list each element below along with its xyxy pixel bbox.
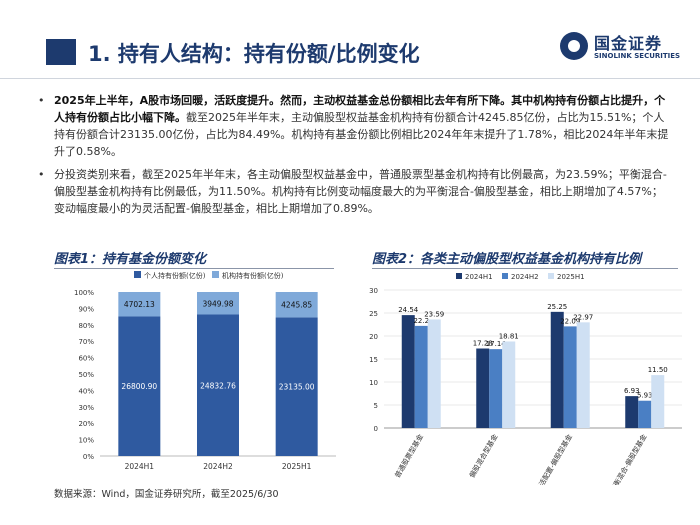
chart2-legend-label: 2024H1 — [465, 273, 493, 281]
chart2-y-tick: 25 — [369, 310, 378, 318]
chart2-data-label: 17.28 — [473, 340, 493, 348]
bullet-dot-icon: • — [38, 94, 45, 107]
chart2-y-tick: 0 — [374, 425, 378, 433]
chart1-y-tick: 90% — [78, 305, 94, 313]
title-bar: 1. 持有人结构：持有份额/比例变化 — [0, 30, 460, 70]
chart2-x-tick: 灵活配置-偏股型基金 — [533, 433, 574, 486]
chart1-y-tick: 20% — [78, 420, 94, 428]
chart2-title-rule — [372, 268, 678, 269]
chart1-legend-swatch — [212, 271, 219, 278]
chart2-y-tick: 5 — [374, 402, 378, 410]
chart2-bar — [489, 349, 503, 428]
chart2-data-label: 24.54 — [398, 306, 419, 314]
chart2-legend-label: 2025H1 — [557, 273, 585, 281]
chart2-bar — [476, 348, 490, 428]
chart2-data-label: 22.97 — [573, 313, 593, 321]
chart2-bar — [651, 375, 665, 428]
chart1-x-tick: 2025H1 — [282, 462, 312, 471]
chart2-y-tick: 10 — [369, 379, 378, 387]
chart1-y-tick: 40% — [78, 387, 94, 395]
chart2-y-tick: 30 — [369, 287, 378, 295]
chart1-data-label: 24832.76 — [200, 381, 236, 390]
chart2-x-tick: 偏股混合型基金 — [467, 433, 499, 480]
chart2-data-label: 17.14 — [486, 340, 507, 348]
bullet-dot-icon: • — [38, 168, 45, 181]
chart2-x-tick: 普通股票型基金 — [393, 433, 425, 480]
chart2-data-label: 23.59 — [424, 310, 444, 318]
bullet-item-2: • 分投资类别来看，截至2025年半年末，各主动偏股型权益基金中，普通股票型基金… — [36, 166, 672, 217]
chart1-y-tick: 30% — [78, 404, 94, 412]
chart2-grouped-bar: 2024H1 2024H2 2025H105101520253024.5422.22… — [369, 273, 682, 486]
chart1-legend-swatch — [134, 271, 141, 278]
chart2-data-label: 6.93 — [624, 387, 640, 395]
chart1-title: 图表1：持有基金份额变化 — [54, 252, 207, 267]
chart2-bar — [563, 326, 577, 428]
logo-chinese-name: 国金证券 — [594, 34, 663, 53]
chart1-bar-segment — [118, 316, 161, 456]
chart2-legend-swatch — [548, 273, 554, 279]
chart2-data-label: 5.93 — [637, 392, 653, 400]
chart2-bar — [401, 315, 415, 428]
chart1-data-label: 3949.98 — [202, 299, 233, 308]
chart1-bar-segment — [197, 314, 239, 456]
source-note: 数据来源：Wind，国金证券研究所，截至2025/6/30 — [54, 489, 279, 500]
chart2-bar — [576, 322, 590, 428]
chart1-y-tick: 60% — [78, 355, 94, 363]
chart1-data-label: 26800.90 — [121, 382, 157, 391]
chart1-y-tick: 80% — [78, 322, 94, 330]
chart2-bar — [502, 341, 516, 428]
logo-mark-icon — [560, 32, 588, 60]
chart1-y-tick: 10% — [78, 437, 94, 445]
chart1-data-label: 4245.85 — [281, 301, 312, 310]
chart1-y-tick: 0% — [83, 453, 94, 461]
bullet-item-1: • 2025年上半年，A股市场回暖，活跃度提升。然而，主动权益基金总份额相比去年… — [36, 92, 672, 160]
chart1-stacked-bar: 个人持有份额(亿份) 机构持有份额(亿份) 0% 10% 20% 30% 40% 50% 60%… — [74, 271, 336, 471]
chart2-y-tick: 15 — [369, 356, 378, 364]
bullet-1-bold: 2025年上半年，A股市场回暖，活跃度提升。然而，主动权益基金总份额相比去年有所… — [54, 94, 666, 124]
chart1-legend-label: 机构持有份额(亿份) — [222, 271, 284, 280]
chart1-x-tick: 2024H1 — [125, 462, 155, 471]
header-divider — [0, 78, 700, 79]
logo-english-name: SINOLINK SECURITIES — [594, 52, 681, 60]
company-logo: 国金证券 SINOLINK SECURITIES — [560, 28, 690, 72]
chart2-legend-swatch — [502, 273, 508, 279]
title-accent-block — [46, 39, 76, 65]
chart1-bar-segment — [275, 292, 318, 318]
chart1-y-tick: 100% — [74, 289, 94, 297]
page-title: 1. 持有人结构：持有份额/比例变化 — [88, 42, 420, 66]
chart1-y-tick: 70% — [78, 338, 94, 346]
chart2-data-label: 22.09 — [560, 317, 580, 325]
chart2-data-label: 25.25 — [547, 303, 567, 311]
chart2-data-label: 22.2 — [413, 317, 429, 325]
chart2-data-label: 18.81 — [499, 332, 519, 340]
chart2-legend-swatch — [456, 273, 462, 279]
chart1-title-rule — [54, 268, 334, 269]
chart1-bar-segment — [275, 317, 318, 456]
chart2-bar — [638, 400, 652, 428]
bullet-list: • 2025年上半年，A股市场回暖，活跃度提升。然而，主动权益基金总份额相比去年… — [36, 92, 672, 223]
chart1-bar-segment — [118, 292, 161, 317]
chart1-legend-label: 个人持有份额(亿份) — [144, 271, 206, 280]
chart2-title: 图表2：各类主动偏股型权益基金机构持有比例 — [372, 252, 642, 267]
chart1-x-tick: 2024H2 — [203, 462, 233, 471]
chart2-bar — [414, 325, 428, 428]
chart2-bar — [625, 396, 639, 428]
chart2-y-tick: 20 — [369, 333, 378, 341]
bullet-1-text: 截至2025年半年末，主动偏股型权益基金机构持有份额合计4245.85亿份，占比… — [54, 111, 669, 158]
chart2-data-label: 11.50 — [648, 366, 668, 374]
chart2-bar — [427, 319, 441, 428]
chart2-legend-label: 2024H2 — [511, 273, 539, 281]
chart1-data-label: 23135.00 — [279, 383, 315, 392]
chart2-x-tick: 平衡混合-偏股型基金 — [608, 433, 649, 486]
chart1-y-tick: 50% — [78, 371, 94, 379]
bullet-2-text: 分投资类别来看，截至2025年半年末，各主动偏股型权益基金中，普通股票型基金机构… — [54, 168, 667, 215]
chart1-data-label: 4702.13 — [124, 300, 155, 309]
chart1-bar-segment — [197, 292, 239, 315]
chart2-bar — [550, 311, 564, 428]
